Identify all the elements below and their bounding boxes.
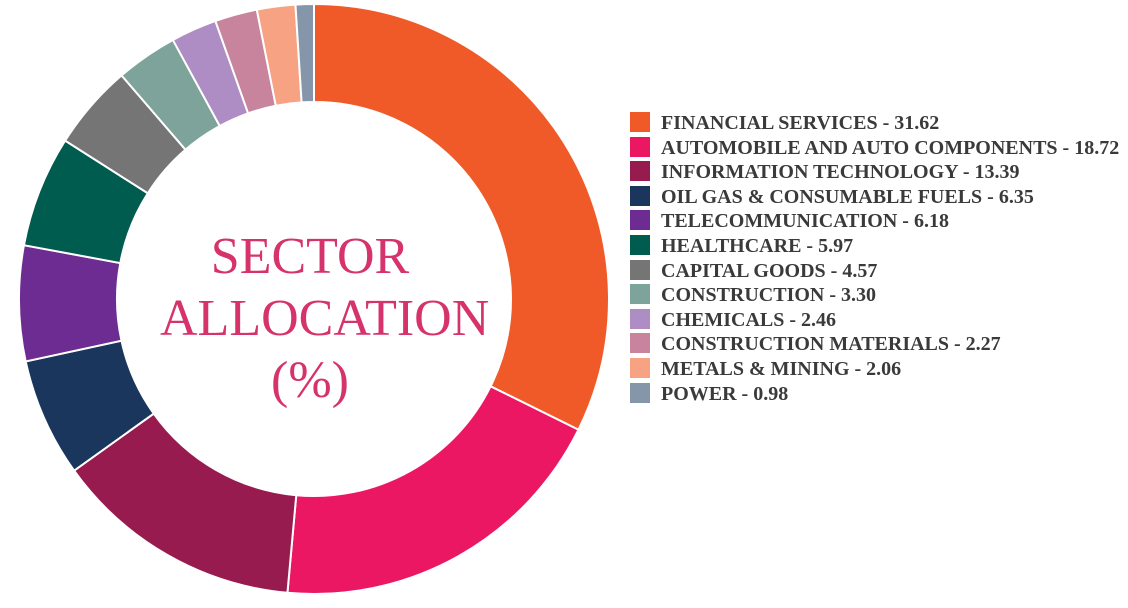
slice-automobile-and-auto-components bbox=[286, 384, 580, 595]
legend-label: FINANCIAL SERVICES - 31.62 bbox=[661, 112, 940, 134]
legend-swatch bbox=[630, 382, 650, 403]
legend-swatch bbox=[630, 234, 650, 255]
legend-label: TELECOMMUNICATION - 6.18 bbox=[661, 210, 949, 233]
legend-label: CONSTRUCTION MATERIALS - 2.27 bbox=[661, 333, 1001, 356]
legend-swatch bbox=[630, 308, 650, 329]
legend-swatch bbox=[630, 161, 650, 182]
slice-power bbox=[294, 2, 315, 104]
legend-item: METALS & MINING - 2.06 bbox=[630, 357, 1122, 382]
legend-swatch bbox=[630, 357, 650, 378]
legend-swatch bbox=[630, 136, 650, 157]
legend-item: POWER - 0.98 bbox=[630, 382, 1122, 407]
legend-label: HEALTHCARE - 5.97 bbox=[661, 234, 854, 257]
legend-label: CONSTRUCTION - 3.30 bbox=[661, 284, 877, 307]
legend-item: OIL GAS & CONSUMABLE FUELS - 6.35 bbox=[630, 185, 1122, 210]
legend-swatch bbox=[630, 333, 650, 354]
legend-label: CAPITAL GOODS - 4.57 bbox=[661, 259, 878, 282]
legend-swatch bbox=[630, 259, 650, 280]
legend-swatch bbox=[630, 185, 650, 206]
legend-item: FINANCIAL SERVICES - 31.62 bbox=[630, 111, 1122, 136]
legend-item: HEALTHCARE - 5.97 bbox=[630, 234, 1122, 259]
slice-telecommunication bbox=[18, 244, 123, 363]
chart-center-title: SECTOR ALLOCATION (%) bbox=[160, 226, 490, 412]
legend-label: POWER - 0.98 bbox=[661, 382, 789, 405]
legend-label: CHEMICALS - 2.46 bbox=[661, 308, 837, 331]
legend-item: AUTOMOBILE AND AUTO COMPONENTS - 18.72 bbox=[630, 136, 1122, 161]
legend-swatch bbox=[630, 112, 650, 132]
legend-label: METALS & MINING - 2.06 bbox=[661, 357, 902, 380]
slice-financial-services bbox=[313, 2, 610, 432]
legend-swatch bbox=[630, 210, 650, 231]
legend-label: OIL GAS & CONSUMABLE FUELS - 6.35 bbox=[661, 185, 1034, 208]
legend-label: INFORMATION TECHNOLOGY - 13.39 bbox=[661, 161, 1020, 184]
legend-item: INFORMATION TECHNOLOGY - 13.39 bbox=[630, 160, 1122, 185]
title-line-3: (%) bbox=[271, 352, 349, 409]
donut-chart bbox=[18, 2, 610, 595]
title-line-1: SECTOR bbox=[210, 228, 410, 285]
legend-item: CONSTRUCTION - 3.30 bbox=[630, 283, 1122, 308]
legend-item: CONSTRUCTION MATERIALS - 2.27 bbox=[630, 332, 1122, 357]
chart-legend: FINANCIAL SERVICES - 31.62 AUTOMOBILE AND… bbox=[630, 111, 1122, 406]
legend-label: AUTOMOBILE AND AUTO COMPONENTS - 18.72 bbox=[661, 136, 1120, 159]
title-line-2: ALLOCATION bbox=[160, 290, 490, 347]
legend-swatch bbox=[630, 284, 650, 305]
legend-item: CAPITAL GOODS - 4.57 bbox=[630, 259, 1122, 284]
legend-item: CHEMICALS - 2.46 bbox=[630, 308, 1122, 333]
legend-item: TELECOMMUNICATION - 6.18 bbox=[630, 209, 1122, 234]
